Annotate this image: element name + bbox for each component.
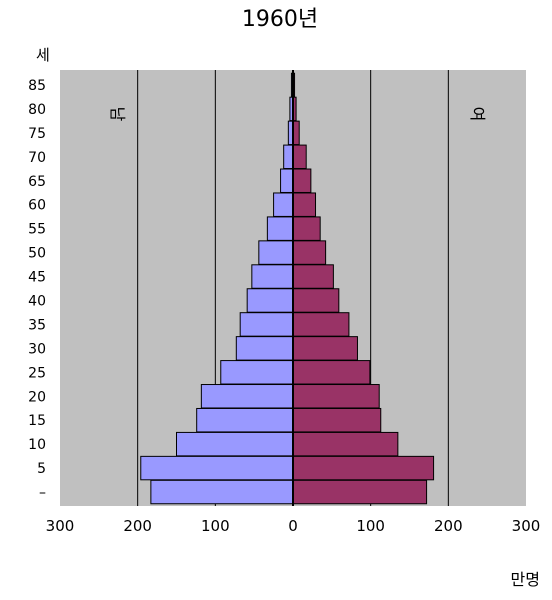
x-tick-label: 300 (46, 517, 75, 535)
male-bar-45 (251, 264, 294, 289)
y-tick-label: 45 (28, 270, 46, 286)
y-tick-label: 20 (28, 389, 46, 405)
x-tick-label: 200 (434, 517, 463, 535)
male-bar-40 (246, 288, 294, 313)
x-tick-labels: 300 200 100 0 100 200 300 (46, 517, 541, 535)
male-bar-10 (176, 431, 294, 457)
female-bar-30 (292, 336, 358, 361)
female-bar-60 (292, 192, 317, 217)
y-tick-label: 35 (28, 317, 46, 333)
female-bar-– (292, 479, 428, 505)
x-tick-label: 100 (356, 517, 385, 535)
female-bar-65 (292, 168, 312, 193)
y-tick-label: 40 (28, 293, 46, 309)
x-tick-label: 200 (123, 517, 152, 535)
y-axis-label: 세 (36, 46, 50, 64)
y-tick-label: 65 (28, 174, 46, 190)
legend-female: 여 (468, 107, 487, 122)
y-tick-label: 25 (28, 365, 46, 381)
x-tick-label: 300 (512, 517, 541, 535)
legend-male: 남 (108, 107, 127, 122)
y-tick-label: 15 (28, 413, 46, 429)
chart-title: 1960년 (242, 7, 318, 32)
y-tick-label: – (39, 485, 46, 501)
y-tick-label: 30 (28, 341, 46, 357)
y-tick-label: 70 (28, 150, 46, 166)
y-tick-label: 55 (28, 222, 46, 238)
female-bar-10 (292, 431, 399, 457)
y-tick-label: 80 (28, 102, 46, 118)
x-tick-label: 0 (288, 517, 298, 535)
female-bar-55 (292, 216, 321, 241)
x-tick-label: 100 (201, 517, 230, 535)
male-bar-20 (200, 384, 294, 409)
male-bar-60 (273, 192, 294, 217)
female-bar-45 (292, 264, 334, 289)
bars (140, 72, 435, 505)
male-bar-50 (258, 240, 294, 265)
female-bar-20 (292, 384, 380, 409)
male-bar-35 (239, 312, 294, 337)
male-bar-55 (266, 216, 294, 241)
female-bar-35 (292, 312, 350, 337)
female-bar-70 (292, 144, 307, 170)
male-bar-15 (196, 407, 294, 433)
y-tick-label: 75 (28, 126, 46, 142)
male-bar-65 (280, 168, 294, 193)
female-bar-25 (292, 360, 371, 385)
female-bar-15 (292, 407, 382, 433)
male-bar-30 (235, 336, 294, 361)
y-tick-label: 5 (37, 461, 46, 477)
y-tick-label: 60 (28, 198, 46, 214)
male-bar-– (150, 479, 294, 505)
y-tick-label: 10 (28, 437, 46, 453)
x-axis-unit-label: 만명 (511, 570, 540, 589)
male-bar-5 (140, 455, 294, 481)
female-bar-5 (292, 455, 435, 481)
y-tick-label: 85 (28, 78, 46, 94)
male-bar-70 (283, 144, 294, 170)
female-bar-50 (292, 240, 327, 265)
female-bar-40 (292, 288, 340, 313)
y-tick-labels: – 5 10 15 20 25 30 35 40 45 50 55 60 65 70 75 80 85 (28, 78, 46, 501)
male-bar-25 (220, 360, 294, 385)
y-tick-label: 50 (28, 246, 46, 262)
